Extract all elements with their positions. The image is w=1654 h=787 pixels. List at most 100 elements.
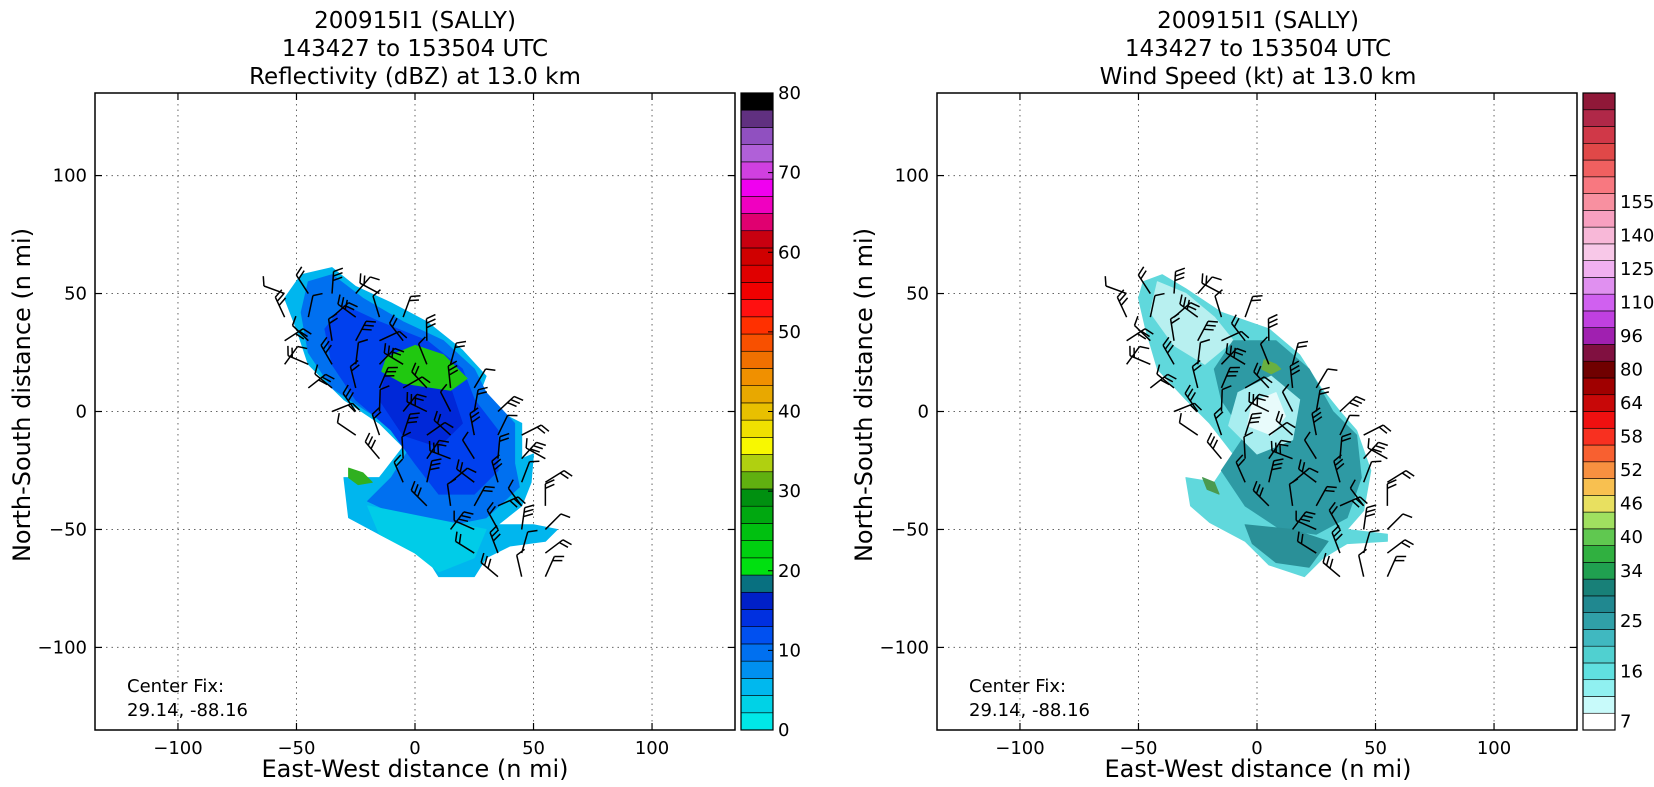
barb-flag xyxy=(393,454,402,463)
barb-staff xyxy=(1311,413,1317,436)
barb-flag xyxy=(1312,411,1322,419)
barb-flag xyxy=(1328,501,1336,511)
barb-flag xyxy=(1140,330,1150,338)
barb-staff xyxy=(295,274,309,294)
barb-flag xyxy=(388,314,395,324)
colorbar-segment xyxy=(1582,260,1616,278)
barb-staff xyxy=(1268,460,1275,483)
barb-flag xyxy=(1179,294,1183,305)
barb-flag xyxy=(1327,368,1338,372)
barb-flag xyxy=(1367,438,1370,449)
barb-flag xyxy=(321,376,332,383)
barb-flag xyxy=(295,266,303,276)
barb-flag xyxy=(1243,431,1254,438)
barb-staff xyxy=(449,342,457,365)
wind-speed-field xyxy=(1138,274,1388,578)
barb-flag xyxy=(1184,384,1191,394)
barb-flag xyxy=(409,299,420,302)
colorbar-segment xyxy=(1582,427,1616,446)
barb-staff xyxy=(1386,556,1398,577)
colorbar-tick-label: 40 xyxy=(1620,527,1643,548)
colorbar-segment xyxy=(1582,696,1616,714)
barb-staff xyxy=(1291,511,1307,530)
barb-flag xyxy=(1201,273,1204,284)
barb-flag xyxy=(1290,369,1301,376)
colorbar-tick-label: 20 xyxy=(778,561,801,582)
barb-flag xyxy=(1186,299,1191,310)
barb-flag xyxy=(1233,317,1240,328)
colorbar-tick-label: 46 xyxy=(1620,494,1643,515)
y-tick-label: 0 xyxy=(76,402,87,423)
barb-flag xyxy=(1378,441,1388,447)
barb-staff xyxy=(1156,373,1175,389)
barb-flag xyxy=(322,340,330,350)
barb-flag xyxy=(358,338,369,344)
barb-flag xyxy=(262,276,265,287)
barb-staff xyxy=(1268,421,1288,436)
barb-staff xyxy=(426,460,433,483)
barb-flag xyxy=(1290,364,1300,372)
barb-flag xyxy=(394,347,405,353)
colorbar-segment xyxy=(740,350,774,369)
barb-staff xyxy=(507,487,523,507)
barb-flag xyxy=(516,548,526,556)
barb-flag xyxy=(1324,489,1335,493)
y-axis-label: North-South distance (n mi) xyxy=(8,228,36,562)
barb-flag xyxy=(1189,404,1198,413)
barb-staff xyxy=(401,436,404,459)
barb-flag xyxy=(1378,426,1388,434)
colorbar-segment xyxy=(1582,226,1616,245)
colorbar-segment xyxy=(740,264,774,283)
colorbar-segment xyxy=(740,195,774,214)
barb-flag xyxy=(278,297,287,306)
colorbar-segment xyxy=(1582,495,1616,513)
barb-staff xyxy=(1362,507,1368,530)
barb-flag xyxy=(351,364,360,372)
colorbar-segment xyxy=(1582,578,1616,597)
barb-flag xyxy=(428,440,431,451)
barb-flag xyxy=(1211,276,1222,281)
barb-flag xyxy=(1221,385,1232,391)
barb-staff xyxy=(1221,330,1242,342)
colorbar-segment xyxy=(740,419,774,438)
colorbar-segment xyxy=(740,712,774,731)
barb-flag xyxy=(525,438,528,449)
barb-flag xyxy=(469,407,479,415)
y-tick-label: −50 xyxy=(49,519,87,540)
colorbar-segment xyxy=(1582,662,1616,681)
barb-flag xyxy=(492,533,501,542)
barb-flag xyxy=(1187,388,1194,398)
barb-staff xyxy=(491,460,499,483)
barb-flag xyxy=(372,289,381,297)
barb-staff xyxy=(1363,424,1384,436)
reflectivity-field xyxy=(284,267,558,578)
barb-flag xyxy=(560,513,571,519)
barb-staff xyxy=(1213,414,1223,436)
barb-staff xyxy=(1197,320,1209,342)
barb-staff xyxy=(307,373,327,389)
colorbar-segment xyxy=(740,574,774,593)
barb-flag xyxy=(461,431,469,441)
x-tick-label: 50 xyxy=(522,738,545,759)
barb-flag xyxy=(1139,345,1150,350)
barb-staff xyxy=(1349,487,1365,507)
colorbar-segment xyxy=(740,557,774,576)
barb-flag xyxy=(1275,410,1280,421)
colorbar-segment xyxy=(740,161,774,180)
barb-staff xyxy=(1315,368,1329,389)
barb-flag xyxy=(1256,365,1262,376)
wind-weak xyxy=(1149,281,1234,365)
barb-flag xyxy=(1251,412,1262,415)
barb-staff xyxy=(1331,532,1341,554)
barb-staff xyxy=(1149,373,1169,389)
colorbar-segment xyxy=(740,247,774,266)
barb-staff xyxy=(1322,561,1341,578)
barb-staff xyxy=(337,422,357,436)
barb-flag xyxy=(1133,315,1139,326)
barb-staff xyxy=(274,296,286,318)
barb-staff xyxy=(389,322,404,342)
barb-flag xyxy=(467,467,477,474)
barb-flag xyxy=(562,539,572,546)
barb-staff xyxy=(521,424,542,436)
x-tick-label: −50 xyxy=(277,738,315,759)
